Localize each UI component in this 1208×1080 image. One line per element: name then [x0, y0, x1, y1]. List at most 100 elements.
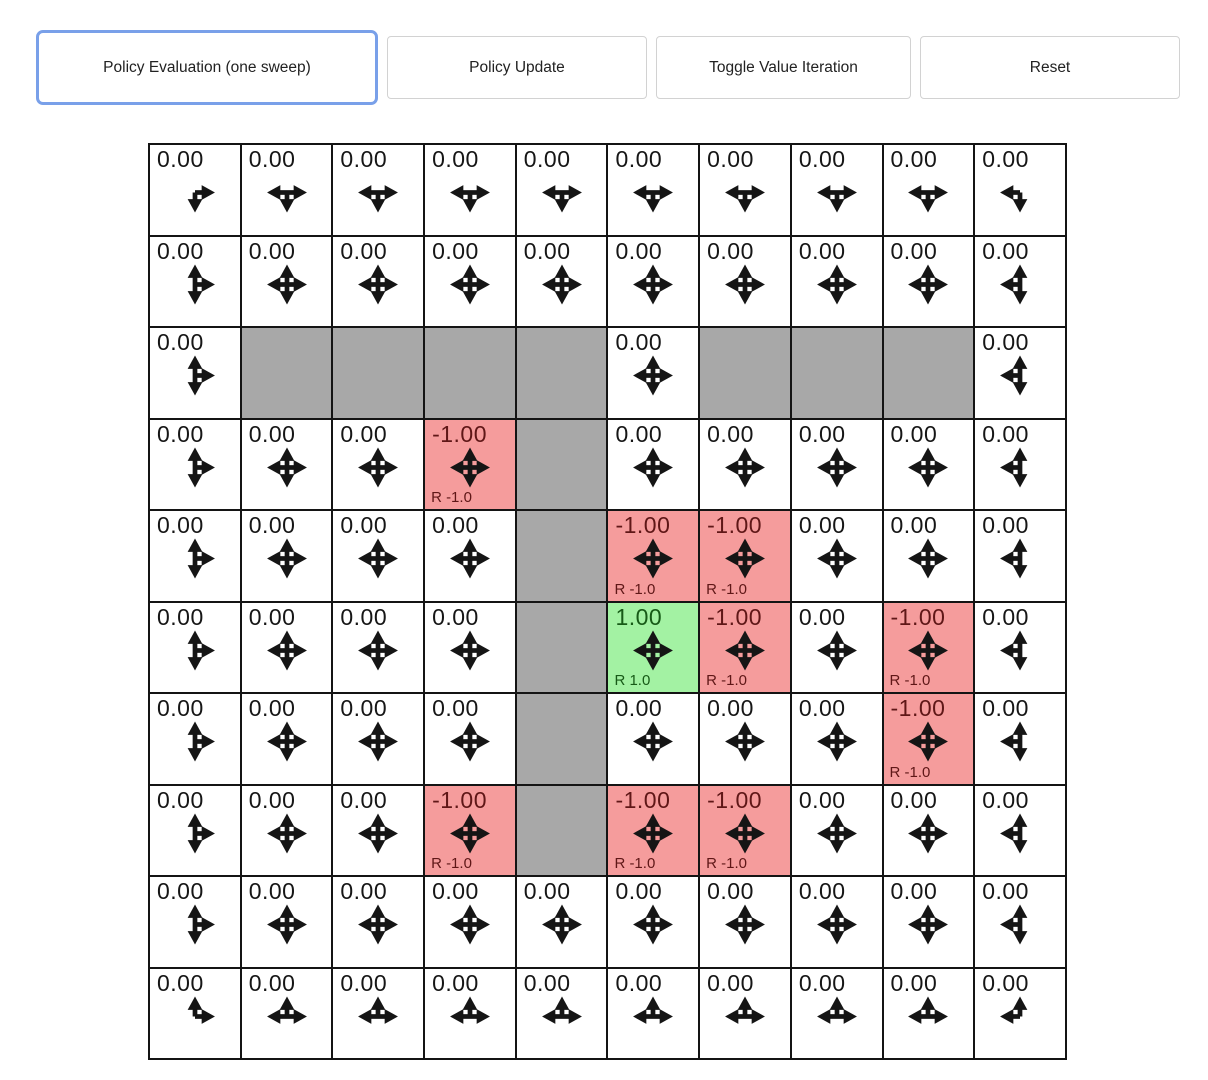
cell-value: 0.00	[615, 146, 663, 172]
cell-value: 0.00	[982, 146, 1029, 172]
cell-value: 0.00	[248, 878, 296, 904]
cell-value: 0.00	[157, 878, 204, 904]
grid-cell: 0.00	[882, 510, 975, 602]
grid-cell: 0.00	[515, 967, 608, 1059]
grid-cell: 0.00	[974, 327, 1066, 419]
policy-evaluation-button[interactable]: Policy Evaluation (one sweep)	[36, 30, 378, 105]
cell-value: 0.00	[707, 695, 754, 721]
cell-value: 0.00	[157, 329, 204, 355]
cell-value: 0.00	[890, 512, 938, 538]
policy-update-button[interactable]: Policy Update	[387, 36, 647, 99]
cell-value: 0.00	[432, 146, 479, 172]
toolbar: Policy Evaluation (one sweep) Policy Upd…	[36, 30, 1180, 105]
wall-cell	[515, 418, 608, 510]
policy-arrow-icon	[816, 185, 857, 213]
cell-value: 0.00	[982, 512, 1029, 538]
cell-value: 0.00	[432, 237, 479, 264]
wall-cell	[515, 693, 608, 785]
cell-value: 0.00	[523, 969, 571, 996]
grid-cell: 0.00	[332, 876, 425, 968]
cell-value: 0.00	[248, 969, 296, 996]
policy-arrow-icon	[266, 538, 307, 579]
cell-value: 0.00	[890, 420, 938, 447]
policy-arrow-icon	[266, 904, 307, 945]
grid-cell: -1.00 R -1.0	[424, 418, 516, 510]
cell-value: 0.00	[248, 603, 296, 630]
policy-arrow-icon	[816, 447, 857, 487]
grid-cell: 0.00	[974, 876, 1066, 968]
cell-value: 0.00	[615, 329, 663, 355]
grid-cell: 0.00	[790, 601, 883, 693]
policy-arrow-icon	[633, 185, 674, 213]
grid-cell: 0.00	[515, 144, 608, 236]
policy-arrow-icon	[816, 630, 857, 670]
cell-value: 0.00	[157, 512, 204, 538]
grid-cell: 1.00 R 1.0	[607, 601, 700, 693]
grid-cell: 0.00	[332, 510, 425, 602]
policy-arrow-icon	[1000, 630, 1028, 670]
grid-cell: 0.00	[790, 235, 883, 327]
cell-reward-label: R -1.0	[431, 489, 472, 506]
grid-cell: 0.00	[790, 784, 883, 876]
policy-arrow-icon	[449, 630, 490, 670]
reset-button[interactable]: Reset	[920, 36, 1180, 99]
cell-value: 0.00	[982, 420, 1029, 447]
policy-arrow-icon	[358, 996, 399, 1024]
grid-cell: -1.00 R -1.0	[607, 510, 700, 602]
policy-arrow-icon	[358, 904, 399, 945]
grid-cell: 0.00	[607, 967, 700, 1059]
grid-cell: 0.00	[882, 235, 975, 327]
cell-value: -1.00	[707, 603, 763, 630]
grid-cell: 0.00	[882, 784, 975, 876]
grid-cell: 0.00	[882, 144, 975, 236]
policy-arrow-icon	[816, 904, 857, 945]
cell-value: 0.00	[707, 420, 754, 447]
grid-cell: 0.00	[607, 144, 700, 236]
cell-value: 0.00	[982, 969, 1029, 996]
policy-arrow-icon	[725, 538, 765, 579]
grid-cell: 0.00	[240, 784, 333, 876]
grid-cell: 0.00	[974, 510, 1066, 602]
wall-cell	[699, 327, 791, 419]
grid-cell: 0.00	[424, 601, 516, 693]
policy-arrow-icon	[358, 447, 399, 487]
policy-arrow-icon	[908, 630, 949, 670]
policy-arrow-icon	[449, 538, 490, 579]
grid-cell: 0.00	[424, 235, 516, 327]
cell-value: -1.00	[890, 695, 946, 721]
policy-arrow-icon	[1000, 721, 1028, 762]
cell-value: 0.00	[340, 786, 388, 813]
wall-cell	[515, 327, 608, 419]
grid-cell: 0.00	[240, 510, 333, 602]
policy-arrow-icon	[266, 813, 307, 853]
grid-cell: 0.00	[424, 693, 516, 785]
policy-arrow-icon	[187, 264, 215, 304]
policy-arrow-icon	[633, 630, 674, 670]
wall-cell	[240, 327, 333, 419]
cell-value: 0.00	[982, 878, 1029, 904]
cell-value: 0.00	[248, 786, 296, 813]
cell-value: 0.00	[615, 420, 663, 447]
grid-cell: 0.00	[974, 601, 1066, 693]
policy-arrow-icon	[266, 721, 307, 762]
policy-arrow-icon	[449, 721, 490, 762]
policy-arrow-icon	[266, 996, 307, 1024]
policy-arrow-icon	[633, 264, 674, 304]
grid-cell: 0.00	[882, 418, 975, 510]
cell-value: 0.00	[157, 237, 204, 264]
cell-value: 0.00	[157, 969, 204, 996]
cell-value: 0.00	[798, 146, 846, 172]
policy-arrow-icon	[541, 264, 582, 304]
policy-arrow-icon	[908, 264, 949, 304]
policy-arrow-icon	[358, 264, 399, 304]
cell-value: 0.00	[157, 786, 204, 813]
cell-value: 0.00	[615, 969, 663, 996]
cell-value: 0.00	[432, 969, 479, 996]
cell-value: 0.00	[615, 237, 663, 264]
grid-cell: 0.00	[240, 601, 333, 693]
grid-cell: 0.00	[699, 693, 791, 785]
toggle-value-iteration-button[interactable]: Toggle Value Iteration	[656, 36, 911, 99]
cell-value: 0.00	[157, 146, 204, 172]
wall-cell	[882, 327, 975, 419]
policy-arrow-icon	[1000, 264, 1028, 304]
